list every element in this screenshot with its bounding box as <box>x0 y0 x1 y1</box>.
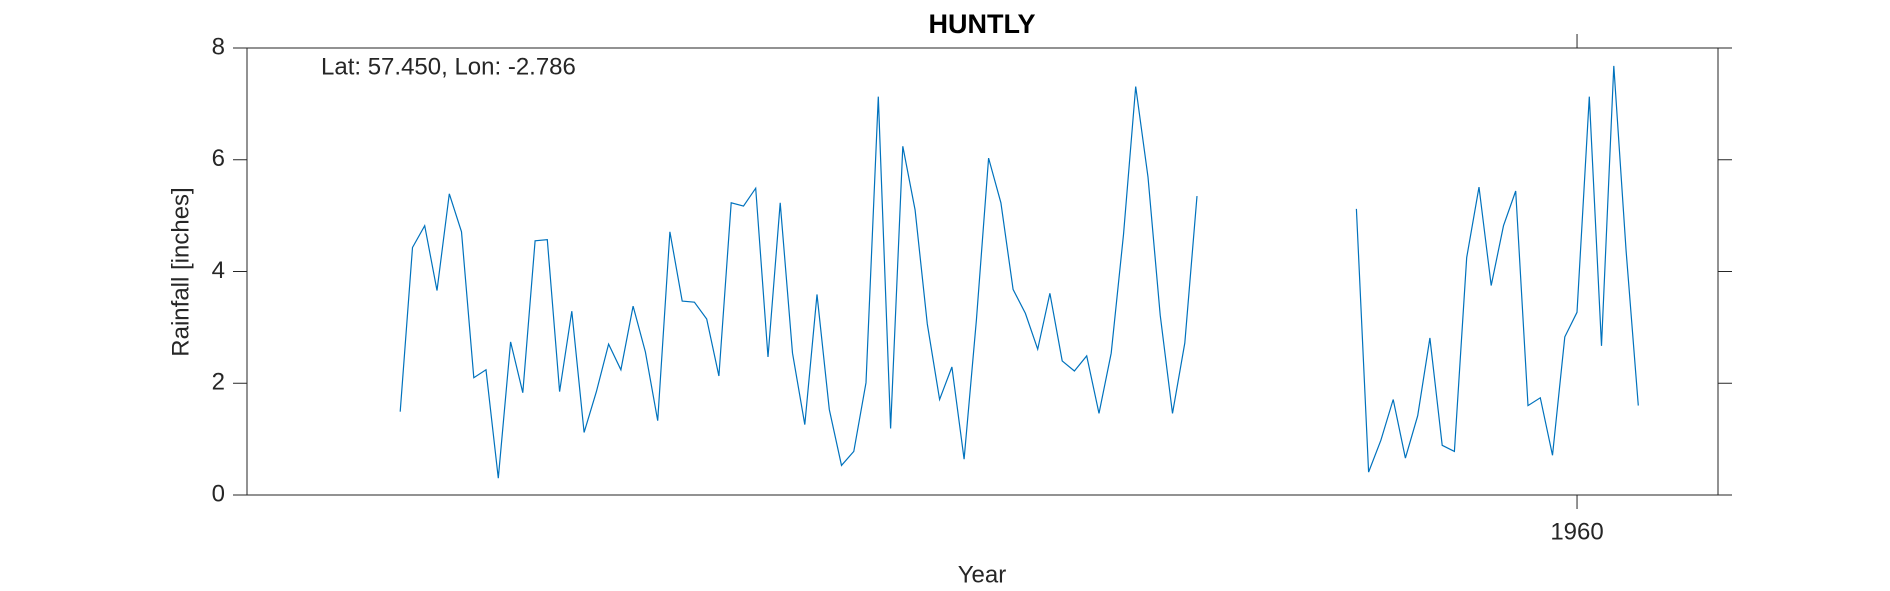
x-axis-label: Year <box>958 561 1007 588</box>
plot-frame <box>246 47 1719 496</box>
y-tick-label: 0 <box>212 480 225 507</box>
y-tick-label: 6 <box>212 145 225 172</box>
annotation: Lat: 57.450, Lon: -2.786 <box>321 53 576 80</box>
data-line <box>399 65 1639 479</box>
y-tick-label: 8 <box>212 33 225 60</box>
y-tick-label: 2 <box>212 369 225 396</box>
chart-title: HUNTLY <box>928 9 1035 39</box>
x-tick-label: 1960 <box>1550 518 1603 545</box>
y-axis-label: Rainfall [inches] <box>167 187 194 356</box>
y-tick-label: 4 <box>212 257 225 284</box>
